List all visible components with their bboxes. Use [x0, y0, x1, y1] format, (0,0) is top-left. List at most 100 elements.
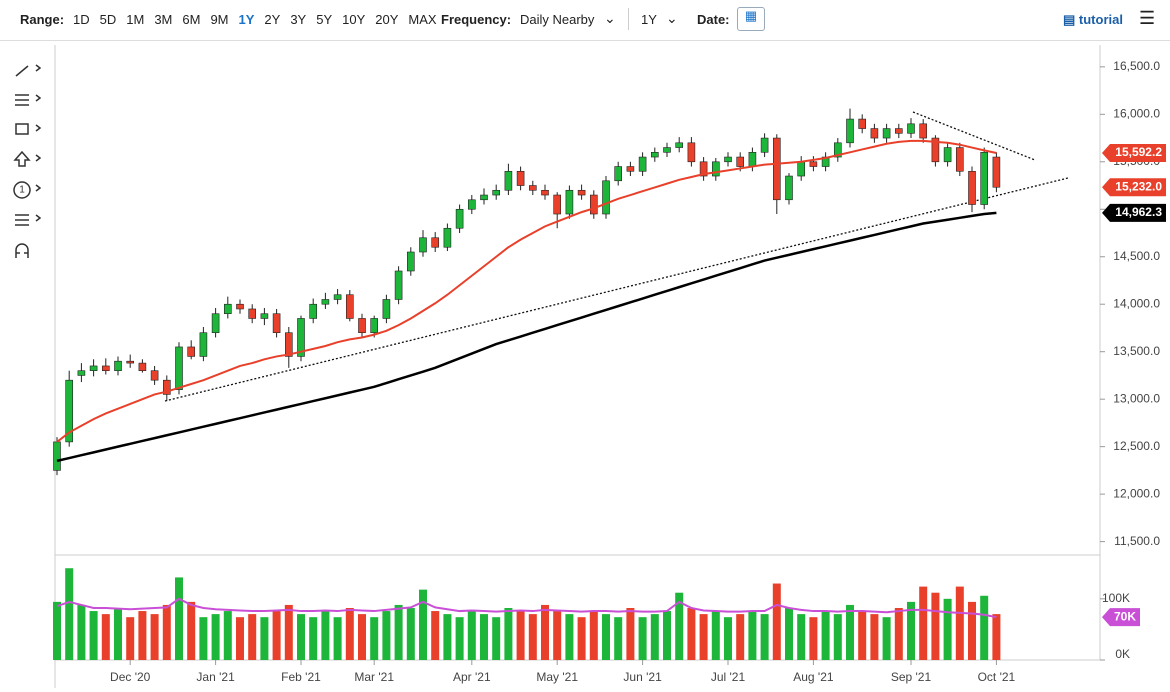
volume-bar [675, 592, 684, 660]
candle-body [272, 313, 281, 334]
volume-bar [931, 592, 940, 660]
magnet-tool[interactable] [15, 243, 29, 258]
volume-bar [443, 614, 452, 660]
candle-body [187, 346, 195, 357]
price-tag [1102, 144, 1166, 163]
range-button[interactable]: 10Y [342, 12, 366, 27]
range-button[interactable]: 20Y [375, 12, 399, 27]
candle-body [528, 185, 537, 191]
candle-body [736, 156, 745, 167]
range-button[interactable]: 5Y [316, 12, 333, 27]
volume-bar [724, 617, 732, 660]
candle-body [126, 360, 134, 364]
volume-bar [907, 601, 915, 660]
volume-bar [406, 608, 415, 660]
range-button[interactable]: MAX [408, 12, 437, 27]
candle-body [541, 189, 549, 196]
chart: 1 11,500.0 12,000.0 12,500.0 13,000.0 13,500… [13, 45, 1166, 688]
fib-tool[interactable] [15, 94, 42, 106]
candle-body [894, 128, 903, 134]
x-tick-label: Feb '21 [281, 670, 321, 684]
candle-body [65, 379, 73, 443]
y-tick-label: 16,000.0 [1113, 106, 1160, 120]
candle-body [577, 189, 586, 196]
period-select[interactable]: 1Y [641, 12, 657, 27]
volume-bar [175, 577, 183, 660]
volume-bar [846, 604, 854, 660]
volume-bar [492, 617, 501, 660]
line-tool[interactable] [15, 64, 42, 77]
candle-body [687, 142, 696, 163]
candle-body [785, 175, 793, 201]
volume-bar [626, 608, 635, 660]
x-tick-label: Aug '21 [793, 670, 834, 684]
range-button[interactable]: 3Y [290, 12, 307, 27]
range-button[interactable]: 9M [210, 12, 229, 27]
candle-body [321, 299, 330, 305]
volume-bar [687, 608, 696, 660]
volume-bar [101, 614, 110, 660]
volume-tag [1102, 608, 1140, 627]
arrow-tool[interactable] [13, 150, 42, 167]
calendar-button[interactable]: ▦ [737, 7, 765, 31]
volume-bar [114, 608, 122, 660]
volume-bar [126, 617, 135, 660]
candle-body [163, 379, 171, 395]
y-tick-label: 11,500.0 [1114, 534, 1160, 548]
price-tag-label: 15,592.2 [1115, 145, 1162, 159]
separator [628, 8, 629, 30]
trendline [912, 111, 1036, 161]
date-label: Date: [697, 12, 730, 27]
volume-bar [53, 601, 61, 660]
candle-body [638, 156, 647, 172]
tool-panel [13, 64, 42, 258]
range-button[interactable]: 2Y [264, 12, 281, 27]
candle-body [175, 346, 183, 390]
range-button[interactable]: 6M [182, 12, 201, 27]
tutorial-link[interactable]: ▤ tutorial [1063, 12, 1123, 27]
menu-button[interactable]: ☰ [1139, 8, 1156, 28]
x-tick-label: Jul '21 [711, 670, 746, 684]
range-button[interactable]: 1M [126, 12, 145, 27]
candle-body [943, 147, 952, 163]
candle-body [77, 370, 86, 376]
candle-body [663, 147, 671, 153]
range-button[interactable]: 1Y [238, 12, 255, 27]
candle-body [724, 156, 732, 163]
trendline [164, 177, 1069, 402]
note-tool[interactable] [13, 181, 31, 199]
range-button[interactable]: 3M [154, 12, 173, 27]
volume-bar [345, 608, 354, 660]
candle-body [224, 303, 232, 315]
volume-bar [455, 617, 464, 660]
frequency-select[interactable]: Daily Nearby [520, 12, 595, 27]
candle-body [467, 199, 476, 210]
shape-tool[interactable] [15, 123, 42, 135]
candle-body [260, 313, 269, 319]
pattern-tool[interactable] [15, 214, 42, 226]
volume-bar [565, 614, 574, 660]
candle-body [955, 147, 964, 172]
frequency-label: Frequency: [441, 12, 512, 27]
volume-tag-label: 70K [1114, 609, 1136, 623]
volume-bar [297, 614, 305, 660]
volume-bar [431, 611, 440, 660]
moving-average [56, 211, 997, 463]
candle-body [919, 123, 928, 139]
volume-bar [748, 611, 757, 660]
volume-bar [663, 611, 671, 660]
candle-body [284, 332, 293, 357]
range-button[interactable]: 5D [99, 12, 117, 27]
candle-body [102, 365, 110, 371]
range-button[interactable]: 1D [73, 12, 90, 27]
volume-bar [394, 604, 403, 660]
candle-body [846, 118, 854, 144]
candle-body [931, 137, 940, 163]
volume-bar [236, 617, 244, 660]
candle-body [980, 151, 989, 205]
price-tag [1102, 203, 1166, 222]
volume-bar [321, 611, 330, 660]
candle-body [431, 237, 440, 248]
candle-body [675, 142, 684, 148]
volume-bar [260, 617, 269, 660]
